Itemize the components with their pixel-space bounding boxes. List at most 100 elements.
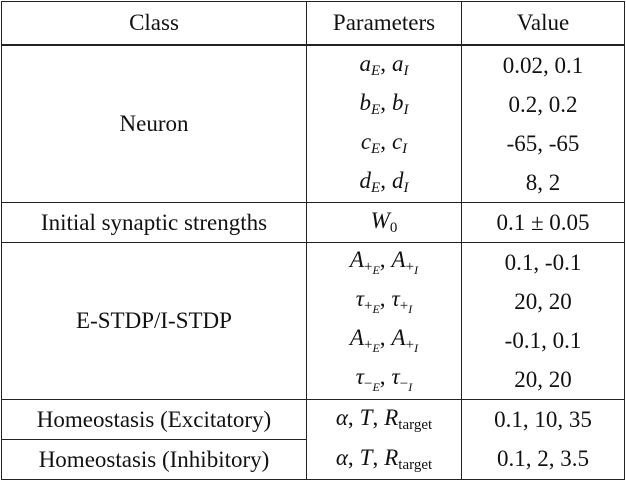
symbol: T <box>359 444 373 470</box>
table-row: Initial synaptic strengths W0 0.1 ± 0.05 <box>1 202 625 243</box>
value-cell: 0.1, 2, 3.5 <box>461 439 625 480</box>
subscript: I <box>403 102 409 118</box>
symbol: τ <box>391 286 400 311</box>
subscript: E <box>371 102 381 118</box>
symbol: c <box>391 129 403 154</box>
table-row: E-STDP/I-STDP A+E, A+I 0.1, -0.1 <box>1 242 625 400</box>
value-cell: -65, -65 <box>461 124 625 163</box>
symbol: A <box>349 325 364 350</box>
value-cell: 0.02, 0.1 <box>461 44 625 85</box>
symbol: τ <box>391 364 400 389</box>
subscript: E <box>371 180 381 196</box>
parameters-cell: A+E, A+I <box>306 242 462 282</box>
class-cell: E-STDP/I-STDP <box>1 242 307 400</box>
subscript: target <box>398 456 433 473</box>
separator: , <box>380 90 386 115</box>
symbol: R <box>384 405 399 431</box>
subscript-2: E <box>372 302 380 316</box>
table-row: Homeostasis (Excitatory) α, T, Rtarget 0.1, … <box>1 399 625 440</box>
separator: , <box>380 51 386 76</box>
class-cell: Neuron <box>1 44 307 203</box>
subscript: +E <box>363 298 380 316</box>
subscript: +I <box>399 298 413 316</box>
symbol: A <box>349 247 364 272</box>
separator: , <box>379 247 386 272</box>
separator: , <box>380 129 386 154</box>
subscript: E <box>371 63 381 79</box>
table-row: τ−E, τ−I 20, 20 <box>2 360 625 400</box>
value-cell: -0.1, 0.1 <box>461 321 625 360</box>
parameters-cell: τ−E, τ−I <box>306 360 462 400</box>
table-row: bE, bI 0.2, 0.2 <box>2 85 625 124</box>
subscript: −I <box>399 376 413 394</box>
subscript: I <box>402 141 408 157</box>
subscript-2: I <box>408 380 413 394</box>
separator: , <box>372 444 379 470</box>
separator: , <box>379 286 386 311</box>
parameters-cell: α, T, Rtarget <box>306 399 462 440</box>
symbol: a <box>391 51 404 76</box>
subscript: +E <box>363 337 380 355</box>
subscript-2: I <box>414 263 419 277</box>
subscript: +E <box>363 259 380 277</box>
symbol: τ <box>355 364 364 389</box>
subscript: +I <box>405 259 419 277</box>
subscript: I <box>403 63 409 79</box>
subscript-2: I <box>414 341 419 355</box>
value-cell: 20, 20 <box>461 282 625 321</box>
table-row: A+E, A+I -0.1, 0.1 <box>2 321 625 360</box>
parameters-cell: τ+E, τ+I <box>306 282 462 321</box>
value-cell: 0.2, 0.2 <box>461 85 625 124</box>
subscript-2: E <box>372 380 380 394</box>
symbol: A <box>391 325 406 350</box>
symbol: b <box>391 90 404 115</box>
parameters-cell: dE, dI <box>306 163 462 203</box>
subscript: −E <box>363 376 380 394</box>
table-row: cE, cI -65, -65 <box>2 124 625 163</box>
value-cell: 0.1, 10, 35 <box>461 399 625 440</box>
subscript-2: E <box>372 263 380 277</box>
parameters-cell: A+E, A+I <box>306 321 462 360</box>
symbol: c <box>360 129 372 154</box>
header-cell: Value <box>461 1 625 46</box>
header-row: Class Parameters Value <box>1 1 625 46</box>
subscript: I <box>403 180 409 196</box>
symbol: α <box>335 444 348 470</box>
value-cell: 0.1, -0.1 <box>461 242 625 282</box>
subscript: E <box>371 141 381 157</box>
value-cell: 8, 2 <box>461 163 625 203</box>
separator: , <box>347 405 354 431</box>
symbol: R <box>384 444 399 470</box>
symbol: τ <box>355 286 364 311</box>
class-cell: Initial synaptic strengths <box>1 202 307 243</box>
subscript: target <box>398 417 433 434</box>
parameters-cell: α, T, Rtarget <box>306 439 462 480</box>
separator: , <box>380 168 386 193</box>
separator: , <box>379 364 386 389</box>
subscript-2: E <box>372 341 380 355</box>
value-cell: 20, 20 <box>461 360 625 400</box>
separator: , <box>372 405 379 431</box>
value-cell: 0.1 ± 0.05 <box>461 202 625 243</box>
symbol: T <box>359 405 373 431</box>
symbol: d <box>391 168 404 193</box>
parameters-cell: aE, aI <box>306 44 462 85</box>
symbol: W <box>370 208 390 233</box>
symbol: d <box>359 168 372 193</box>
subscript-2: I <box>408 302 413 316</box>
separator: , <box>379 325 386 350</box>
symbol: b <box>359 90 372 115</box>
symbol: a <box>359 51 372 76</box>
subscript: 0 <box>389 220 398 236</box>
table-row: τ+E, τ+I 20, 20 <box>2 282 625 321</box>
parameters-cell: cE, cI <box>306 124 462 163</box>
parameters-cell: W0 <box>306 202 462 243</box>
table-row: Neuron aE, aI 0.02, 0.1 <box>1 44 625 203</box>
separator: , <box>347 444 354 470</box>
subscript: +I <box>405 337 419 355</box>
symbol: α <box>335 405 348 431</box>
header-cell: Parameters <box>306 1 462 46</box>
symbol: A <box>391 247 406 272</box>
